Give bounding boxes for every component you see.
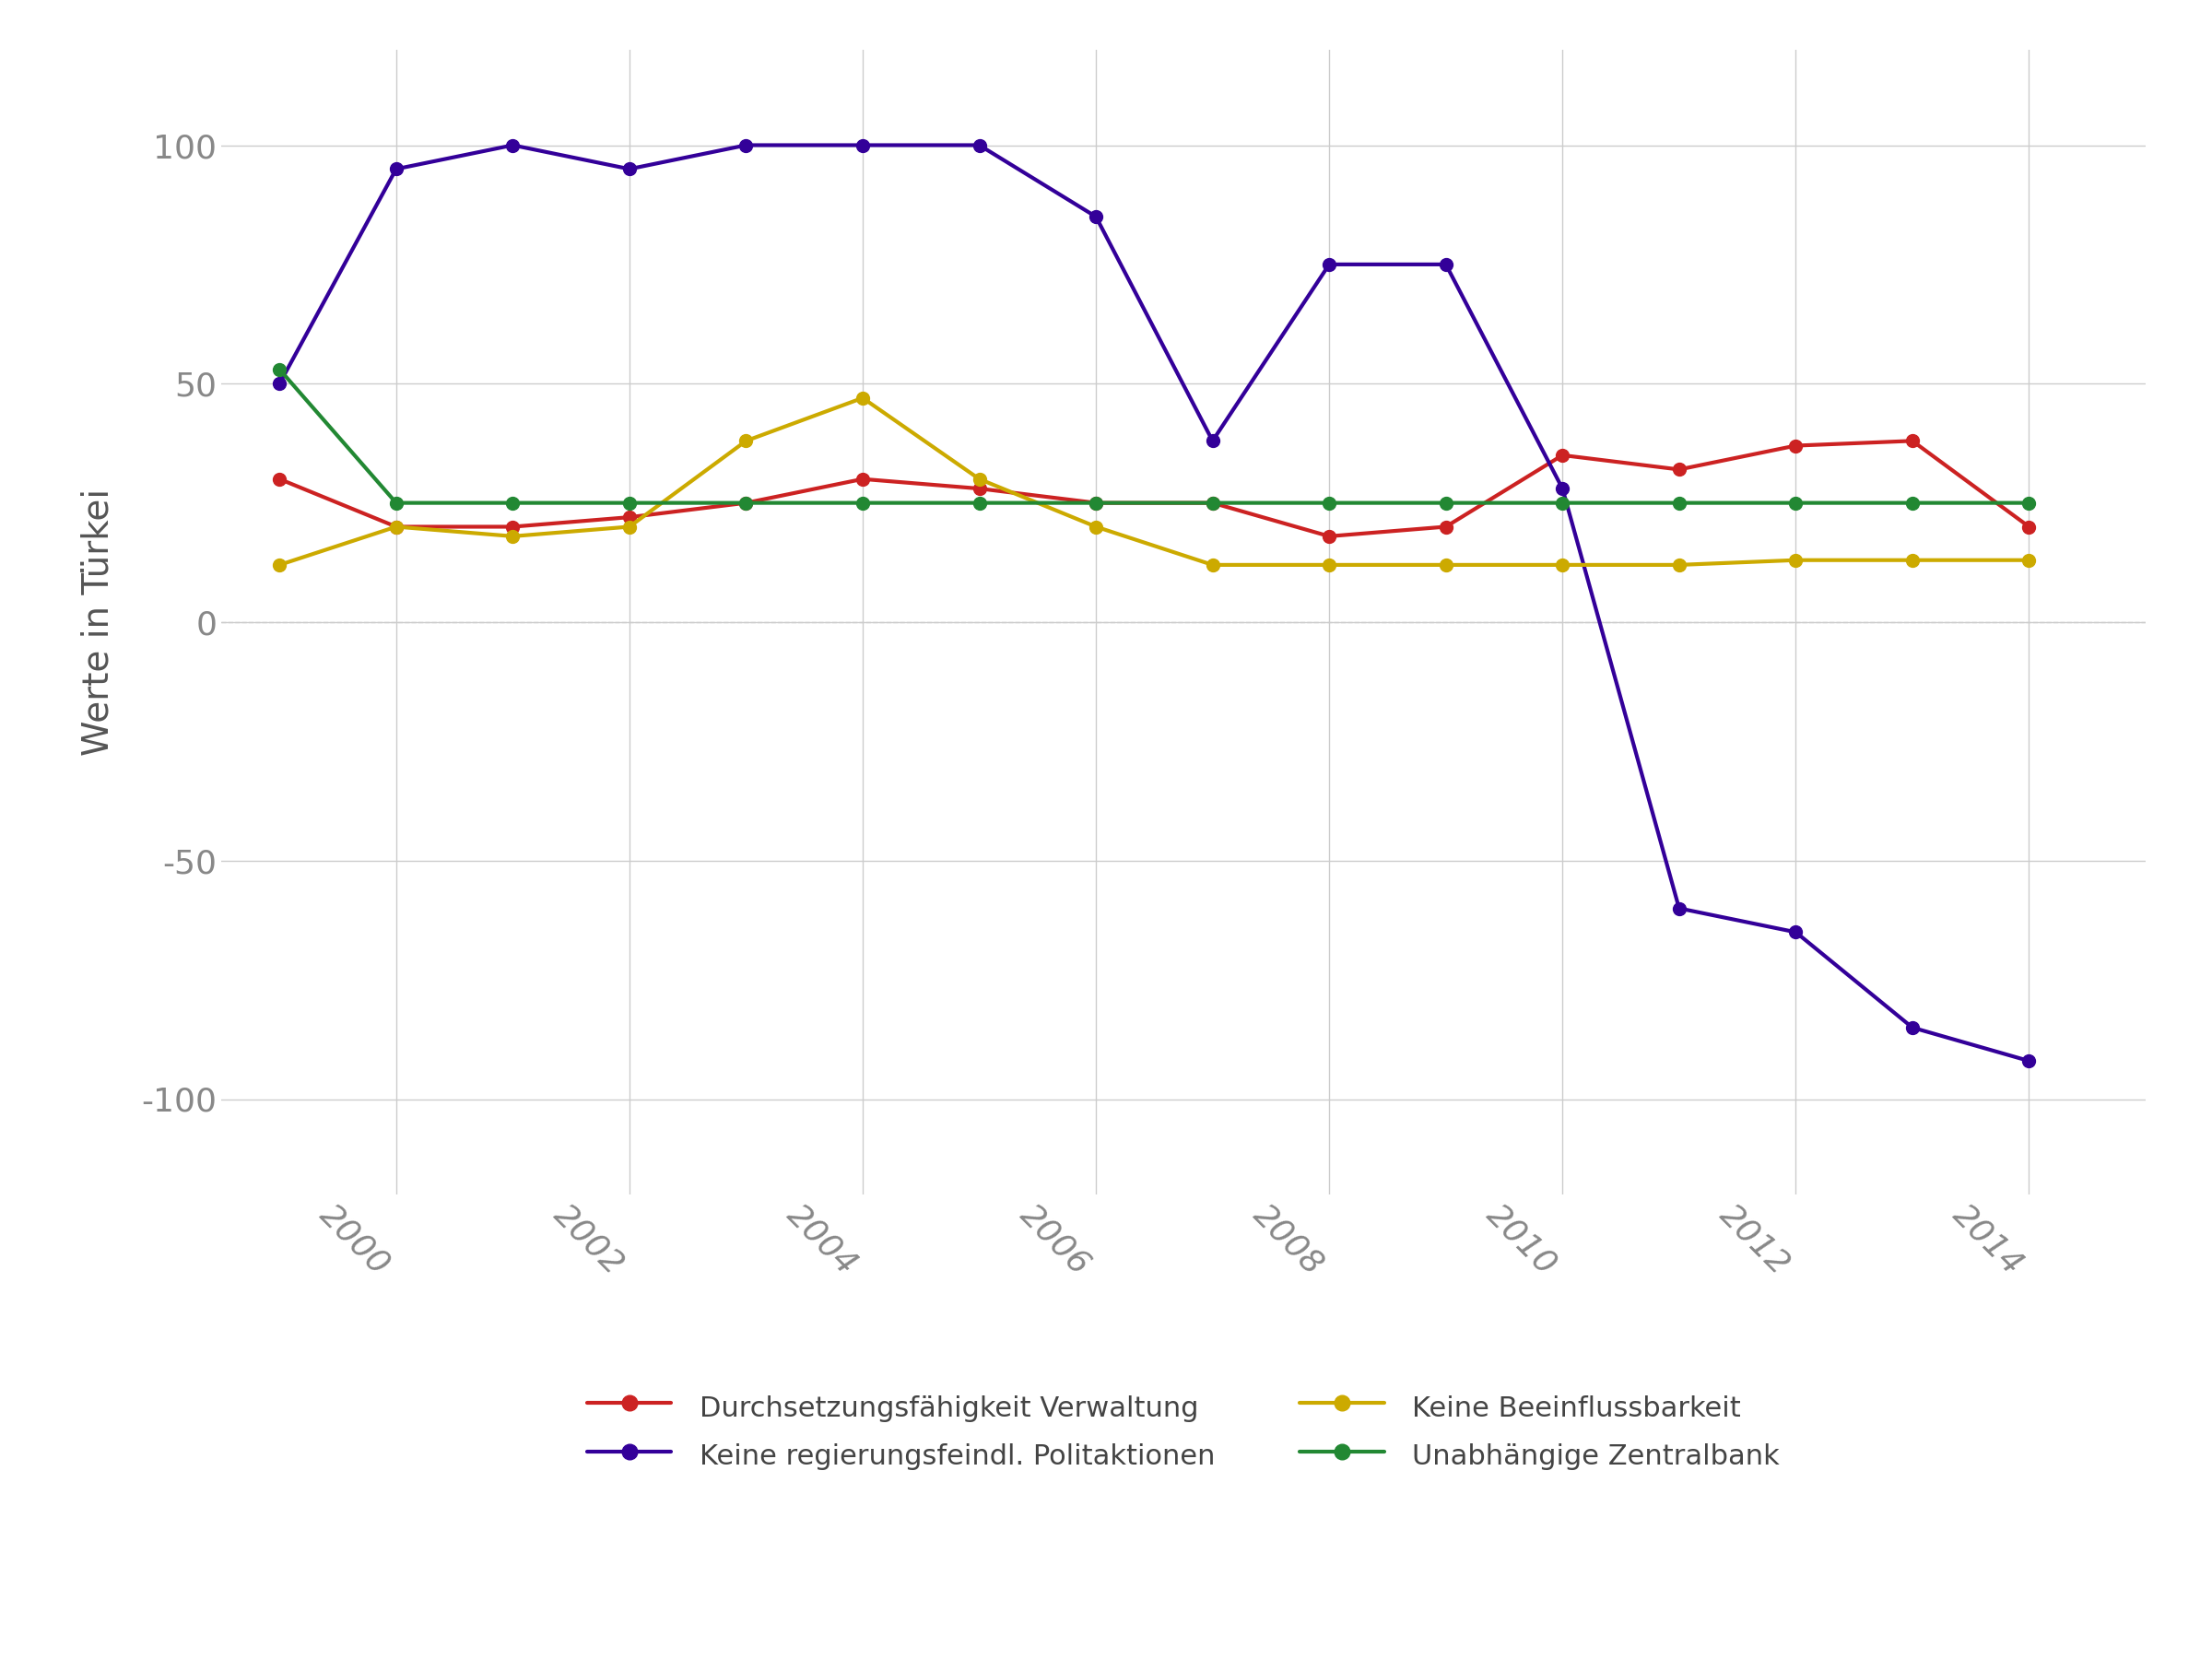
Durchsetzungsfähigkeit Verwaltung — [1900, 431, 1927, 451]
Durchsetzungsfähigkeit Verwaltung — [1433, 518, 1460, 538]
Keine Beeinflussbarkeit — [1433, 554, 1460, 576]
Keine Beeinflussbarkeit — [1316, 554, 1343, 576]
Unabhängige Zentralbank — [617, 493, 644, 513]
Keine regierungsfeindl. Politaktionen — [967, 136, 993, 156]
Keine Beeinflussbarkeit — [383, 518, 409, 538]
Keine Beeinflussbarkeit — [849, 388, 876, 408]
Durchsetzungsfähigkeit Verwaltung — [1316, 526, 1343, 546]
Keine regierungsfeindl. Politaktionen — [265, 373, 292, 393]
Keine regierungsfeindl. Politaktionen — [1783, 922, 1809, 942]
Keine regierungsfeindl. Politaktionen — [1548, 478, 1575, 498]
Keine Beeinflussbarkeit — [1783, 551, 1809, 571]
Unabhängige Zentralbank — [1548, 493, 1575, 513]
Durchsetzungsfähigkeit Verwaltung — [1199, 493, 1225, 513]
Line: Keine regierungsfeindl. Politaktionen: Keine regierungsfeindl. Politaktionen — [272, 139, 2035, 1067]
Line: Durchsetzungsfähigkeit Verwaltung: Durchsetzungsfähigkeit Verwaltung — [272, 435, 2035, 542]
Durchsetzungsfähigkeit Verwaltung — [265, 469, 292, 489]
Keine regierungsfeindl. Politaktionen — [383, 159, 409, 179]
Unabhängige Zentralbank — [1199, 493, 1225, 513]
Keine regierungsfeindl. Politaktionen — [1900, 1017, 1927, 1037]
Keine Beeinflussbarkeit — [1666, 554, 1692, 576]
Unabhängige Zentralbank — [383, 493, 409, 513]
Durchsetzungsfähigkeit Verwaltung — [617, 508, 644, 528]
Keine regierungsfeindl. Politaktionen — [500, 136, 526, 156]
Keine Beeinflussbarkeit — [732, 431, 759, 451]
Keine regierungsfeindl. Politaktionen — [2015, 1052, 2042, 1072]
Keine Beeinflussbarkeit — [1548, 554, 1575, 576]
Keine Beeinflussbarkeit — [617, 518, 644, 538]
Durchsetzungsfähigkeit Verwaltung — [1548, 445, 1575, 465]
Keine Beeinflussbarkeit — [1199, 554, 1225, 576]
Unabhängige Zentralbank — [849, 493, 876, 513]
Durchsetzungsfähigkeit Verwaltung — [849, 469, 876, 489]
Durchsetzungsfähigkeit Verwaltung — [1783, 436, 1809, 456]
Keine regierungsfeindl. Politaktionen — [1316, 254, 1343, 274]
Line: Unabhängige Zentralbank: Unabhängige Zentralbank — [272, 363, 2035, 509]
Durchsetzungsfähigkeit Verwaltung — [383, 518, 409, 538]
Keine regierungsfeindl. Politaktionen — [1666, 899, 1692, 919]
Y-axis label: Werte in Türkei: Werte in Türkei — [80, 488, 115, 757]
Unabhängige Zentralbank — [265, 360, 292, 380]
Durchsetzungsfähigkeit Verwaltung — [967, 478, 993, 498]
Keine Beeinflussbarkeit — [500, 526, 526, 546]
Unabhängige Zentralbank — [500, 493, 526, 513]
Unabhängige Zentralbank — [2015, 493, 2042, 513]
Keine Beeinflussbarkeit — [2015, 551, 2042, 571]
Unabhängige Zentralbank — [967, 493, 993, 513]
Keine Beeinflussbarkeit — [967, 469, 993, 489]
Line: Keine Beeinflussbarkeit: Keine Beeinflussbarkeit — [272, 392, 2035, 571]
Keine regierungsfeindl. Politaktionen — [1082, 207, 1108, 227]
Keine Beeinflussbarkeit — [265, 554, 292, 576]
Unabhängige Zentralbank — [732, 493, 759, 513]
Keine Beeinflussbarkeit — [1082, 518, 1108, 538]
Unabhängige Zentralbank — [1783, 493, 1809, 513]
Durchsetzungsfähigkeit Verwaltung — [732, 493, 759, 513]
Durchsetzungsfähigkeit Verwaltung — [2015, 518, 2042, 538]
Unabhängige Zentralbank — [1666, 493, 1692, 513]
Durchsetzungsfähigkeit Verwaltung — [1082, 493, 1108, 513]
Durchsetzungsfähigkeit Verwaltung — [500, 518, 526, 538]
Unabhängige Zentralbank — [1433, 493, 1460, 513]
Keine regierungsfeindl. Politaktionen — [617, 159, 644, 179]
Legend: Durchsetzungsfähigkeit Verwaltung, Keine regierungsfeindl. Politaktionen, Keine : Durchsetzungsfähigkeit Verwaltung, Keine… — [560, 1362, 1807, 1501]
Durchsetzungsfähigkeit Verwaltung — [1666, 460, 1692, 479]
Keine regierungsfeindl. Politaktionen — [1433, 254, 1460, 274]
Keine Beeinflussbarkeit — [1900, 551, 1927, 571]
Keine regierungsfeindl. Politaktionen — [1199, 431, 1225, 451]
Unabhängige Zentralbank — [1900, 493, 1927, 513]
Unabhängige Zentralbank — [1316, 493, 1343, 513]
Keine regierungsfeindl. Politaktionen — [732, 136, 759, 156]
Unabhängige Zentralbank — [1082, 493, 1108, 513]
Keine regierungsfeindl. Politaktionen — [849, 136, 876, 156]
